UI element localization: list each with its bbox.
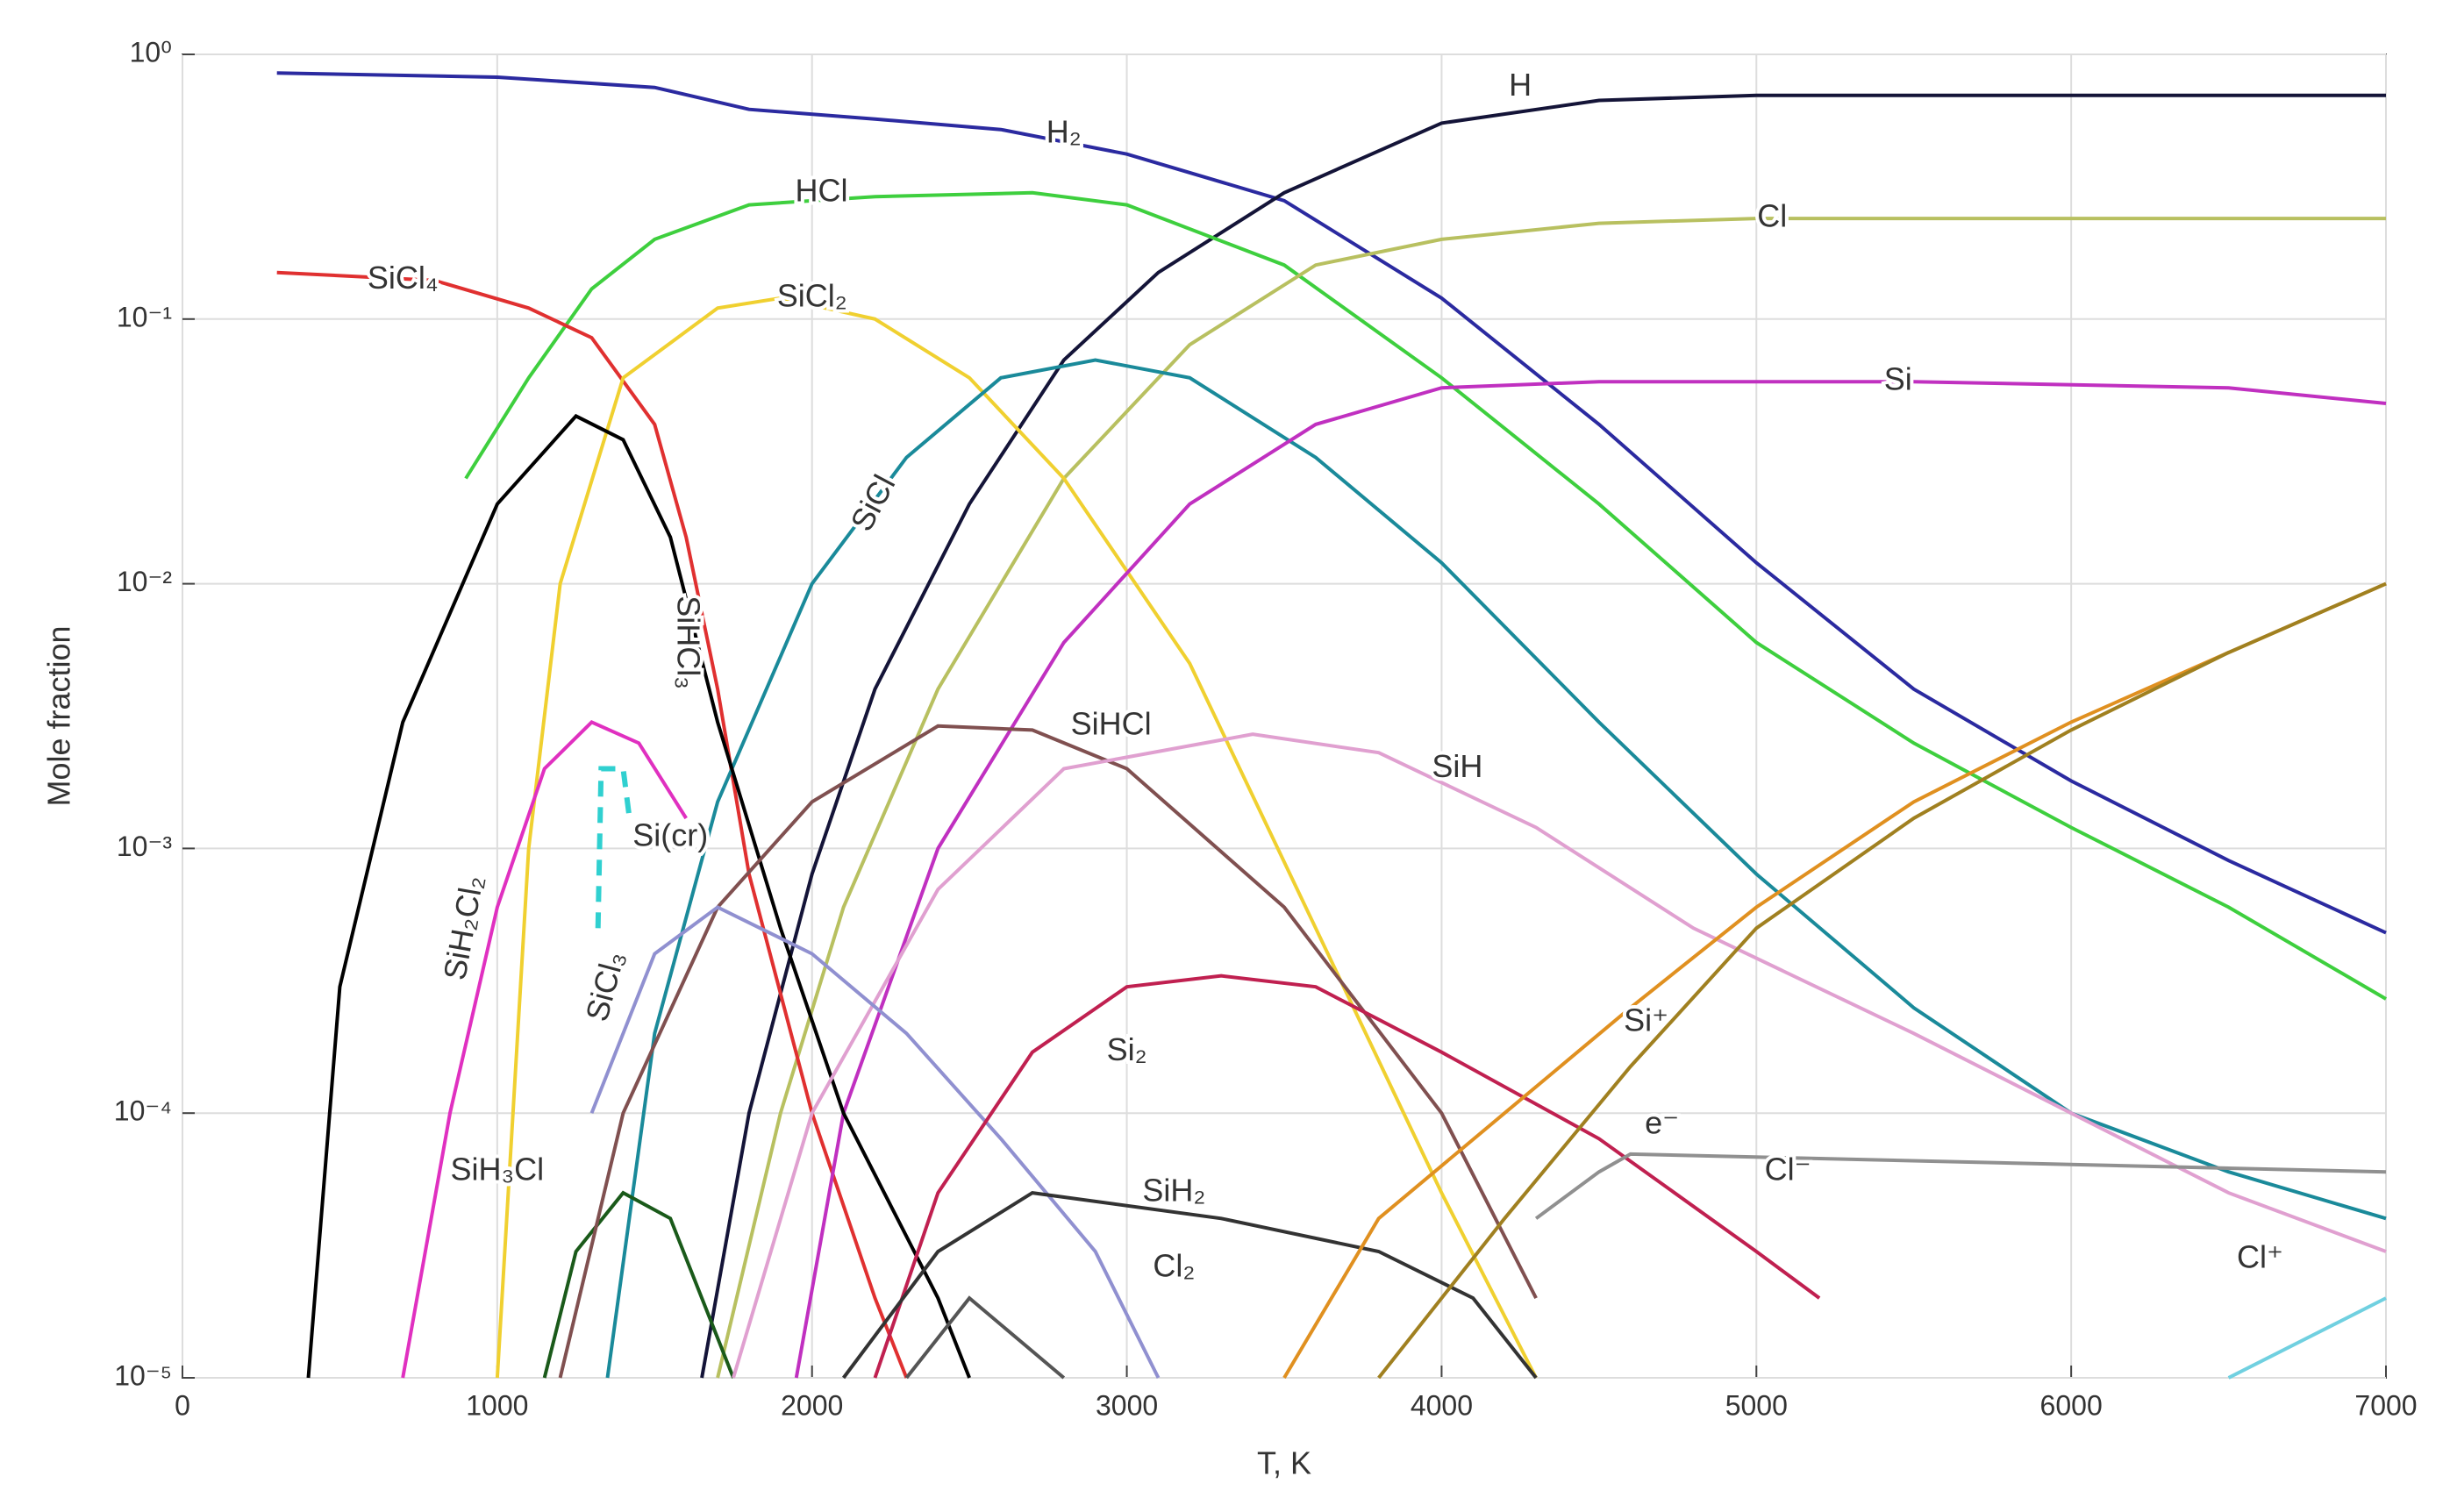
series-line bbox=[1534, 1152, 2387, 1220]
plot-area bbox=[182, 53, 2387, 1379]
series-label: HCl bbox=[795, 172, 847, 208]
y-tick-label: 10⁻⁵ bbox=[114, 1359, 172, 1391]
series-label: Si bbox=[1884, 361, 1912, 397]
series-label: H bbox=[1509, 67, 1532, 103]
y-axis-label: Mole fraction bbox=[41, 625, 77, 806]
series-label: SiCl₄ bbox=[368, 260, 439, 296]
x-tick-label: 6000 bbox=[2040, 1389, 2103, 1421]
series-line bbox=[2227, 1296, 2387, 1380]
series-line bbox=[1282, 581, 2387, 1380]
series-label: Si₂ bbox=[1107, 1031, 1147, 1067]
y-tick-label: 10⁻⁴ bbox=[114, 1095, 172, 1127]
series-line bbox=[873, 974, 1821, 1379]
series-line bbox=[716, 217, 2386, 1379]
series-label: SiH₂ bbox=[1142, 1173, 1205, 1209]
series-line bbox=[841, 1191, 1538, 1380]
series-line bbox=[700, 93, 2386, 1379]
x-tick-label: 1000 bbox=[466, 1389, 528, 1421]
series-label: Cl₂ bbox=[1153, 1247, 1195, 1283]
series-line bbox=[904, 1295, 1066, 1380]
y-tick-label: 10⁻² bbox=[117, 566, 172, 597]
x-axis-label: T, K bbox=[1257, 1445, 1311, 1481]
series-line bbox=[605, 358, 2387, 1379]
series-line bbox=[732, 732, 2387, 1379]
x-tick-label: 7000 bbox=[2354, 1389, 2417, 1421]
series-line bbox=[542, 1190, 735, 1379]
series-label: SiHCl₃ bbox=[671, 596, 707, 689]
y-tick-label: 10⁻¹ bbox=[117, 301, 172, 332]
series-line bbox=[794, 380, 2387, 1379]
series-label: H₂ bbox=[1046, 113, 1082, 149]
series-line bbox=[589, 905, 1161, 1379]
series-line bbox=[1377, 581, 2387, 1380]
series-label: SiH₃Cl bbox=[451, 1152, 545, 1187]
y-tick-label: 10⁰ bbox=[130, 36, 172, 68]
x-tick-label: 0 bbox=[175, 1389, 190, 1421]
x-tick-label: 3000 bbox=[1096, 1389, 1158, 1421]
x-tick-label: 4000 bbox=[1411, 1389, 1473, 1421]
series-label: Si(cr) bbox=[632, 817, 708, 852]
series-line bbox=[306, 413, 971, 1379]
series-line bbox=[595, 766, 632, 929]
series-label: SiHCl bbox=[1071, 705, 1152, 741]
series-line bbox=[401, 720, 688, 1379]
series-line bbox=[495, 296, 1538, 1379]
y-tick-label: 10⁻³ bbox=[117, 831, 172, 862]
series-label: Cl bbox=[1757, 198, 1787, 234]
x-tick-label: 5000 bbox=[1725, 1389, 1788, 1421]
series-label: Cl⁻ bbox=[1765, 1152, 1811, 1187]
series-label: SiCl₂ bbox=[777, 277, 847, 313]
series-label: Cl⁺ bbox=[2237, 1239, 2283, 1275]
series-label: Si⁺ bbox=[1624, 1002, 1668, 1038]
series-label: e⁻ bbox=[1645, 1105, 1679, 1141]
series-line bbox=[464, 190, 2388, 1001]
series-label: SiH bbox=[1432, 748, 1482, 784]
x-tick-label: 2000 bbox=[781, 1389, 843, 1421]
